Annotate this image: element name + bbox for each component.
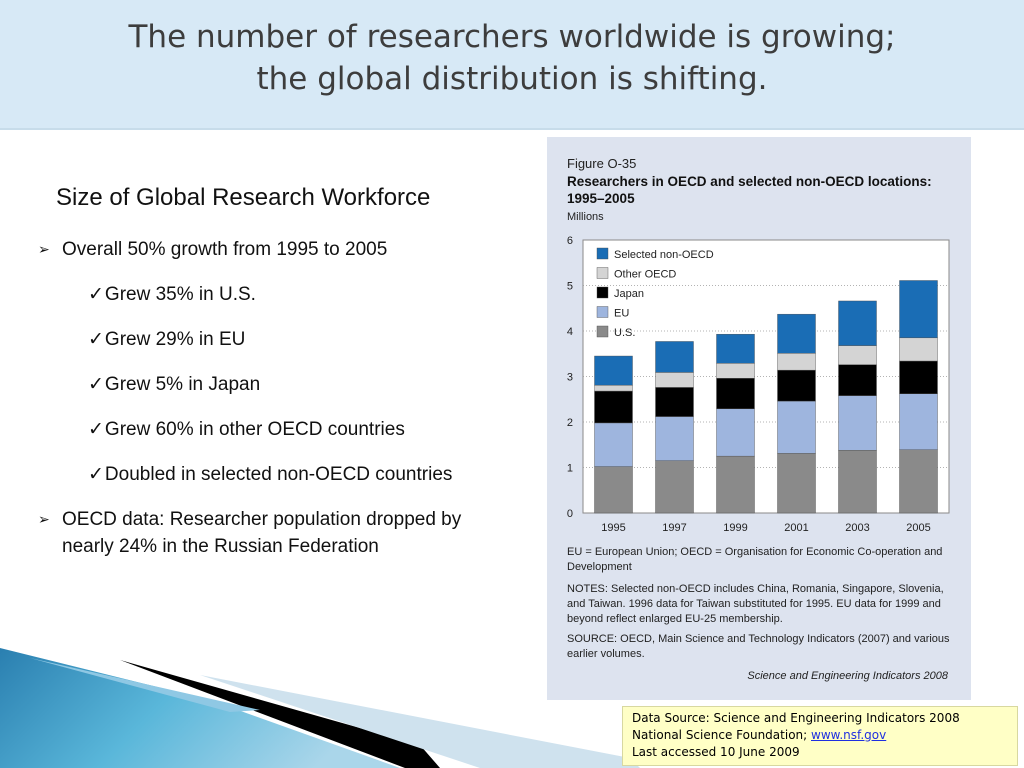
nsf-link[interactable]: www.nsf.gov — [811, 728, 887, 742]
bar-segment — [716, 333, 755, 364]
sub-bullet-text: Doubled in selected non-OECD countries — [104, 464, 453, 485]
bar-segment — [594, 466, 633, 514]
x-tick-label: 1995 — [601, 522, 625, 534]
slide-title: The number of researchers worldwide is g… — [0, 16, 1024, 100]
bar-segment — [777, 400, 816, 454]
y-tick-label: 3 — [567, 372, 573, 384]
bar-segment — [594, 384, 633, 392]
checkmark-icon: ✓ — [88, 419, 104, 440]
bar-segment — [655, 341, 694, 373]
bar-segment — [899, 449, 938, 514]
sub-bullet-text: Grew 60% in other OECD countries — [104, 419, 405, 440]
bar-segment — [594, 390, 633, 424]
y-tick-label: 0 — [567, 508, 573, 520]
sub-bullet-other-oecd: ✓Grew 60% in other OECD countries — [88, 416, 518, 443]
bullet-russia: ➢ OECD data: Researcher population dropp… — [38, 506, 518, 560]
bar-segment — [655, 416, 694, 461]
content-subtitle: Size of Global Research Workforce — [56, 184, 431, 211]
sub-bullet-eu: ✓Grew 29% in EU — [88, 326, 518, 353]
legend-swatch — [596, 286, 609, 299]
y-tick-label: 2 — [567, 417, 573, 429]
title-banner: The number of researchers worldwide is g… — [0, 0, 1024, 130]
y-tick-label: 4 — [567, 326, 573, 338]
legend-label: U.S. — [614, 327, 635, 339]
data-source-prefix: National Science Foundation; — [632, 728, 811, 742]
bar-segment — [777, 369, 816, 402]
checkmark-icon: ✓ — [88, 284, 104, 305]
figure-title: Researchers in OECD and selected non-OEC… — [567, 174, 932, 206]
data-source-line-3: Last accessed 10 June 2009 — [632, 745, 800, 759]
bar-segment — [838, 450, 877, 514]
sub-bullet-non-oecd: ✓Doubled in selected non-OECD countries — [88, 461, 518, 488]
bar-segment — [838, 395, 877, 451]
arrow-bullet-icon: ➢ — [38, 241, 50, 257]
x-tick-label: 1997 — [662, 522, 686, 534]
bullet-list: ➢ Overall 50% growth from 1995 to 2005 ✓… — [38, 236, 518, 578]
figure-unit: Millions — [567, 211, 604, 223]
bullet-growth: ➢ Overall 50% growth from 1995 to 2005 — [38, 236, 518, 263]
bar-segment — [899, 393, 938, 450]
slide-title-line-2: the global distribution is shifting. — [256, 61, 768, 97]
x-tick-label: 2005 — [906, 522, 930, 534]
legend-swatch — [596, 267, 609, 279]
bullet-text: Overall 50% growth from 1995 to 2005 — [62, 239, 388, 260]
legend-swatch — [596, 306, 609, 318]
bar-segment — [594, 422, 633, 467]
figure-notes: NOTES: Selected non-OECD includes China,… — [567, 583, 944, 625]
data-source-line-1: Data Source: Science and Engineering Ind… — [632, 711, 960, 725]
data-source-box: Data Source: Science and Engineering Ind… — [622, 706, 1018, 766]
sub-bullet-text: Grew 29% in EU — [104, 329, 246, 350]
data-source-line-2: National Science Foundation; www.nsf.gov — [632, 727, 1017, 744]
bar-segment — [777, 353, 816, 371]
bar-segment — [655, 372, 694, 388]
legend-swatch — [596, 247, 609, 260]
bar-segment — [716, 408, 755, 457]
bullet-text: OECD data: Researcher population dropped… — [62, 509, 462, 557]
y-tick-label: 5 — [567, 281, 573, 293]
checkmark-icon: ✓ — [88, 329, 104, 350]
sub-bullet-us: ✓Grew 35% in U.S. — [88, 281, 518, 308]
checkmark-icon: ✓ — [88, 374, 104, 395]
bar-segment — [716, 455, 755, 514]
x-tick-label: 1999 — [723, 522, 747, 534]
sub-bullet-text: Grew 35% in U.S. — [104, 284, 256, 305]
arrow-bullet-icon: ➢ — [38, 511, 50, 527]
x-tick-label: 2003 — [845, 522, 869, 534]
stacked-bar-chart: 0 1 2 3 4 5 6 1995 1997 1999 2001 2003 2005 Selected … — [567, 235, 950, 534]
figure-label: Figure O-35 — [567, 156, 637, 171]
legend-label: Selected non-OECD — [614, 249, 714, 261]
legend-label: Other OECD — [614, 269, 676, 281]
slide-title-line-1: The number of researchers worldwide is g… — [128, 19, 896, 55]
bar-segment — [899, 337, 938, 362]
bar-segment — [899, 360, 938, 394]
figure-source: SOURCE: OECD, Main Science and Technolog… — [567, 633, 950, 660]
legend-label: EU — [614, 308, 629, 320]
checkmark-icon: ✓ — [88, 464, 104, 485]
legend-swatch — [596, 325, 609, 338]
bar-segment — [899, 280, 938, 339]
bar-segment — [594, 355, 633, 386]
bar-segment — [716, 363, 755, 379]
bar-segment — [777, 313, 816, 354]
figure-abbreviations: EU = European Union; OECD = Organisation… — [567, 546, 943, 573]
decorative-swoosh — [0, 648, 640, 768]
sub-bullet-japan: ✓Grew 5% in Japan — [88, 371, 518, 398]
figure-credit: Science and Engineering Indicators 2008 — [747, 670, 948, 682]
x-tick-label: 2001 — [784, 522, 808, 534]
bar-segment — [716, 378, 755, 410]
bar-segment — [777, 453, 816, 514]
y-tick-label: 6 — [567, 235, 573, 247]
bar-segment — [838, 300, 877, 346]
bar-segment — [838, 364, 877, 396]
bar-segment — [655, 387, 694, 417]
legend-label: Japan — [614, 288, 644, 300]
bar-segment — [655, 460, 694, 514]
sub-bullet-text: Grew 5% in Japan — [104, 374, 261, 395]
bar-segment — [838, 345, 877, 365]
y-tick-label: 1 — [567, 463, 573, 475]
